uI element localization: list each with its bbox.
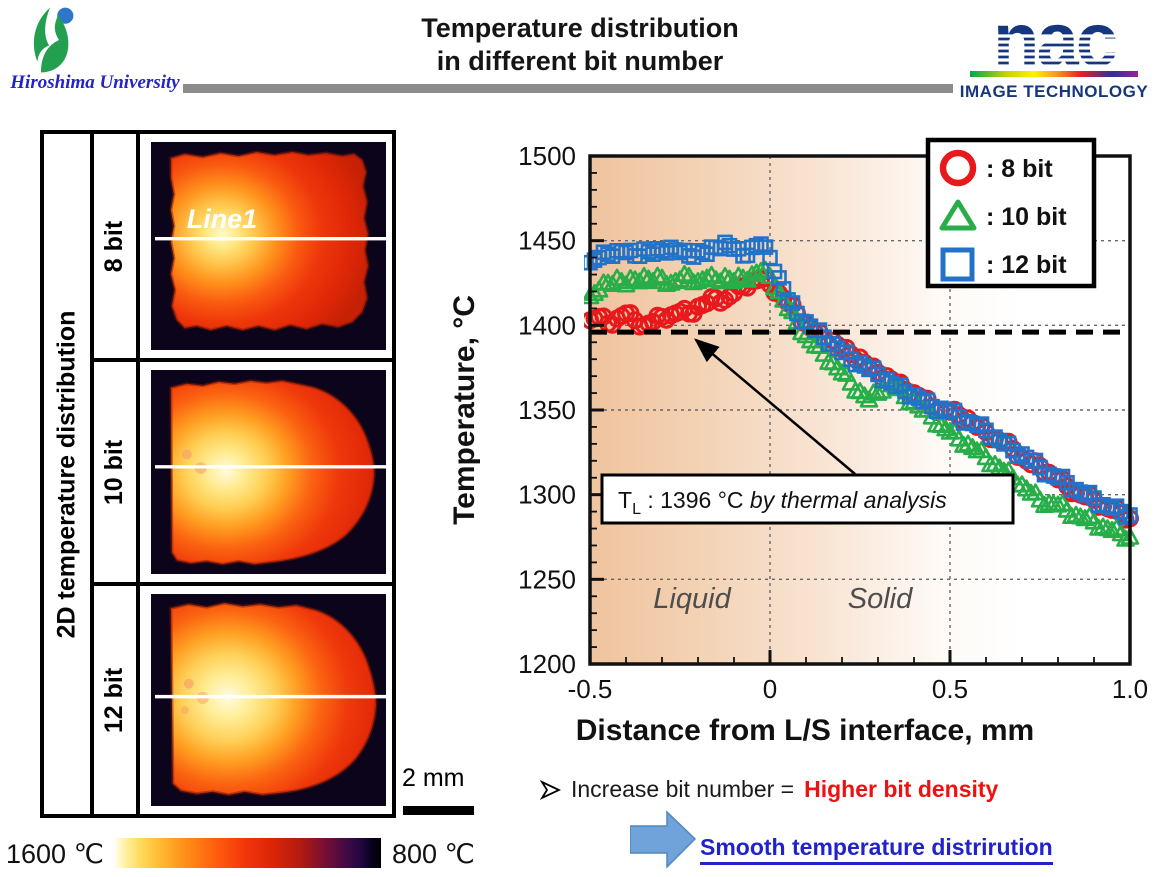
thermal-image-10bit — [151, 370, 386, 574]
legend-box — [925, 137, 1097, 289]
solid-region-label: Solid — [848, 583, 913, 615]
row-label-8bit: 8 bit — [100, 220, 129, 272]
legend-item-8-bit: : 8 bit — [939, 149, 1053, 187]
line-marker — [154, 694, 386, 699]
table-row-header-cell: 2D temperature distribution — [44, 134, 94, 814]
x-axis-title: Distance from L/S interface, mm — [576, 714, 1034, 747]
legend-label: : 10 bit — [986, 203, 1067, 231]
scale-marker-bar — [403, 806, 474, 815]
y-tick-label: 1500 — [518, 141, 576, 171]
nac-subtitle: IMAGE TECHNOLOGY — [960, 82, 1149, 101]
row-label-10bit: 10 bit — [100, 439, 129, 505]
colorbar-min-label: 800 ℃ — [392, 839, 475, 869]
row-label-12bit: 12 bit — [100, 667, 129, 733]
scale-marker-label: 2 mm — [402, 764, 465, 792]
thermal-image-12bit — [151, 594, 386, 806]
bullet-text: Increase bit number = — [571, 776, 795, 802]
block-arrow-icon — [630, 810, 696, 869]
nac-stripes-icon — [970, 34, 1138, 68]
x-tick-label: 1.0 — [1112, 674, 1148, 704]
university-name: Hiroshima University — [10, 72, 180, 93]
line-marker — [154, 465, 386, 469]
tl-subscript: L — [632, 501, 641, 518]
y-tick-label: 1400 — [518, 310, 576, 340]
logo-dot-icon — [57, 7, 74, 24]
nac-image-technology-logo: nac IMAGE TECHNOLOGY — [960, 2, 1149, 101]
hiroshima-university-logo — [33, 7, 74, 73]
tl-note: by thermal analysis — [750, 487, 947, 513]
y-tick-label: 1450 — [518, 226, 576, 256]
bubble-artifact — [183, 678, 194, 689]
thermal-image-cell-12bit — [140, 586, 392, 814]
nac-rainbow-bar — [970, 71, 1138, 77]
liquid-region-label: Liquid — [653, 583, 731, 615]
chart-series — [584, 234, 1140, 547]
y-tick-label: 1300 — [518, 480, 576, 510]
title-line-2: in different bit number — [436, 46, 724, 76]
table-row-header-label: 2D temperature distribution — [52, 310, 81, 638]
bullet-highlight-text: Higher bit density — [804, 776, 999, 802]
legend-item-12-bit: : 12 bit — [940, 247, 1067, 282]
chart-legend: : 8 bit : 10 bit : 12 bit — [925, 137, 1097, 289]
legend-label: : 12 bit — [986, 251, 1067, 279]
logo-wing-right-icon — [41, 15, 69, 73]
smooth-temperature-note: Smooth temperature distrirution — [700, 834, 1053, 865]
tl-annotation: TL : 1396 °C by thermal analysis — [600, 338, 1015, 525]
colorbar-max-label: 1600 ℃ — [6, 839, 104, 869]
temperature-scatter-chart: Temperature, °C Distance from L/S interf… — [448, 137, 1148, 747]
thermal-image-8bit: Line1 — [151, 142, 386, 350]
y-axis-title: Temperature, °C — [448, 295, 481, 525]
row-label-cell-10bit: 10 bit — [94, 362, 140, 586]
title-underline-rule — [183, 84, 953, 93]
legend-item-10-bit: : 10 bit — [939, 199, 1067, 231]
bubble-artifact — [180, 706, 189, 715]
x-tick-label: 0 — [763, 674, 777, 704]
y-tick-label: 1350 — [518, 395, 576, 425]
bullet-arrow-icon — [540, 779, 561, 800]
tl-value: : 1396 °C — [641, 487, 750, 513]
thermal-image-table: 2D temperature distribution 8 bit Line1 — [40, 130, 396, 818]
annotation-arrow-icon — [694, 338, 856, 475]
y-tick-label: 1250 — [518, 564, 576, 594]
chart-axes — [588, 154, 1132, 666]
thermal-blob-10bit — [169, 379, 376, 566]
y-tick-label: 1200 — [518, 649, 576, 679]
logo-wing-left-icon — [33, 7, 50, 62]
row-label-cell-8bit: 8 bit — [94, 134, 140, 362]
thermal-image-cell-10bit — [140, 362, 392, 586]
line1-marker — [154, 237, 386, 241]
bubble-artifact — [181, 449, 192, 460]
thermal-image-cell-8bit: Line1 — [140, 134, 392, 362]
row-label-cell-12bit: 12 bit — [94, 586, 140, 814]
annotation-box — [600, 473, 1015, 525]
tl-symbol: T — [618, 487, 632, 513]
line1-label: Line1 — [187, 204, 257, 234]
conclusion-bullet: Increase bit number = Higher bit density — [540, 776, 1140, 803]
chart-axis-labels: Temperature, °C Distance from L/S interf… — [448, 141, 1148, 747]
thermal-blob-8bit — [169, 150, 370, 332]
x-tick-label: 0.5 — [932, 674, 968, 704]
annotation-text: TL : 1396 °C by thermal analysis — [618, 487, 947, 518]
legend-label: : 8 bit — [986, 155, 1053, 183]
page-title: Temperature distribution in different bi… — [300, 12, 860, 78]
temperature-colorbar — [115, 838, 381, 868]
thermal-blob-12bit — [169, 601, 378, 797]
title-line-1: Temperature distribution — [421, 13, 739, 43]
x-tick-label: -0.5 — [568, 674, 613, 704]
